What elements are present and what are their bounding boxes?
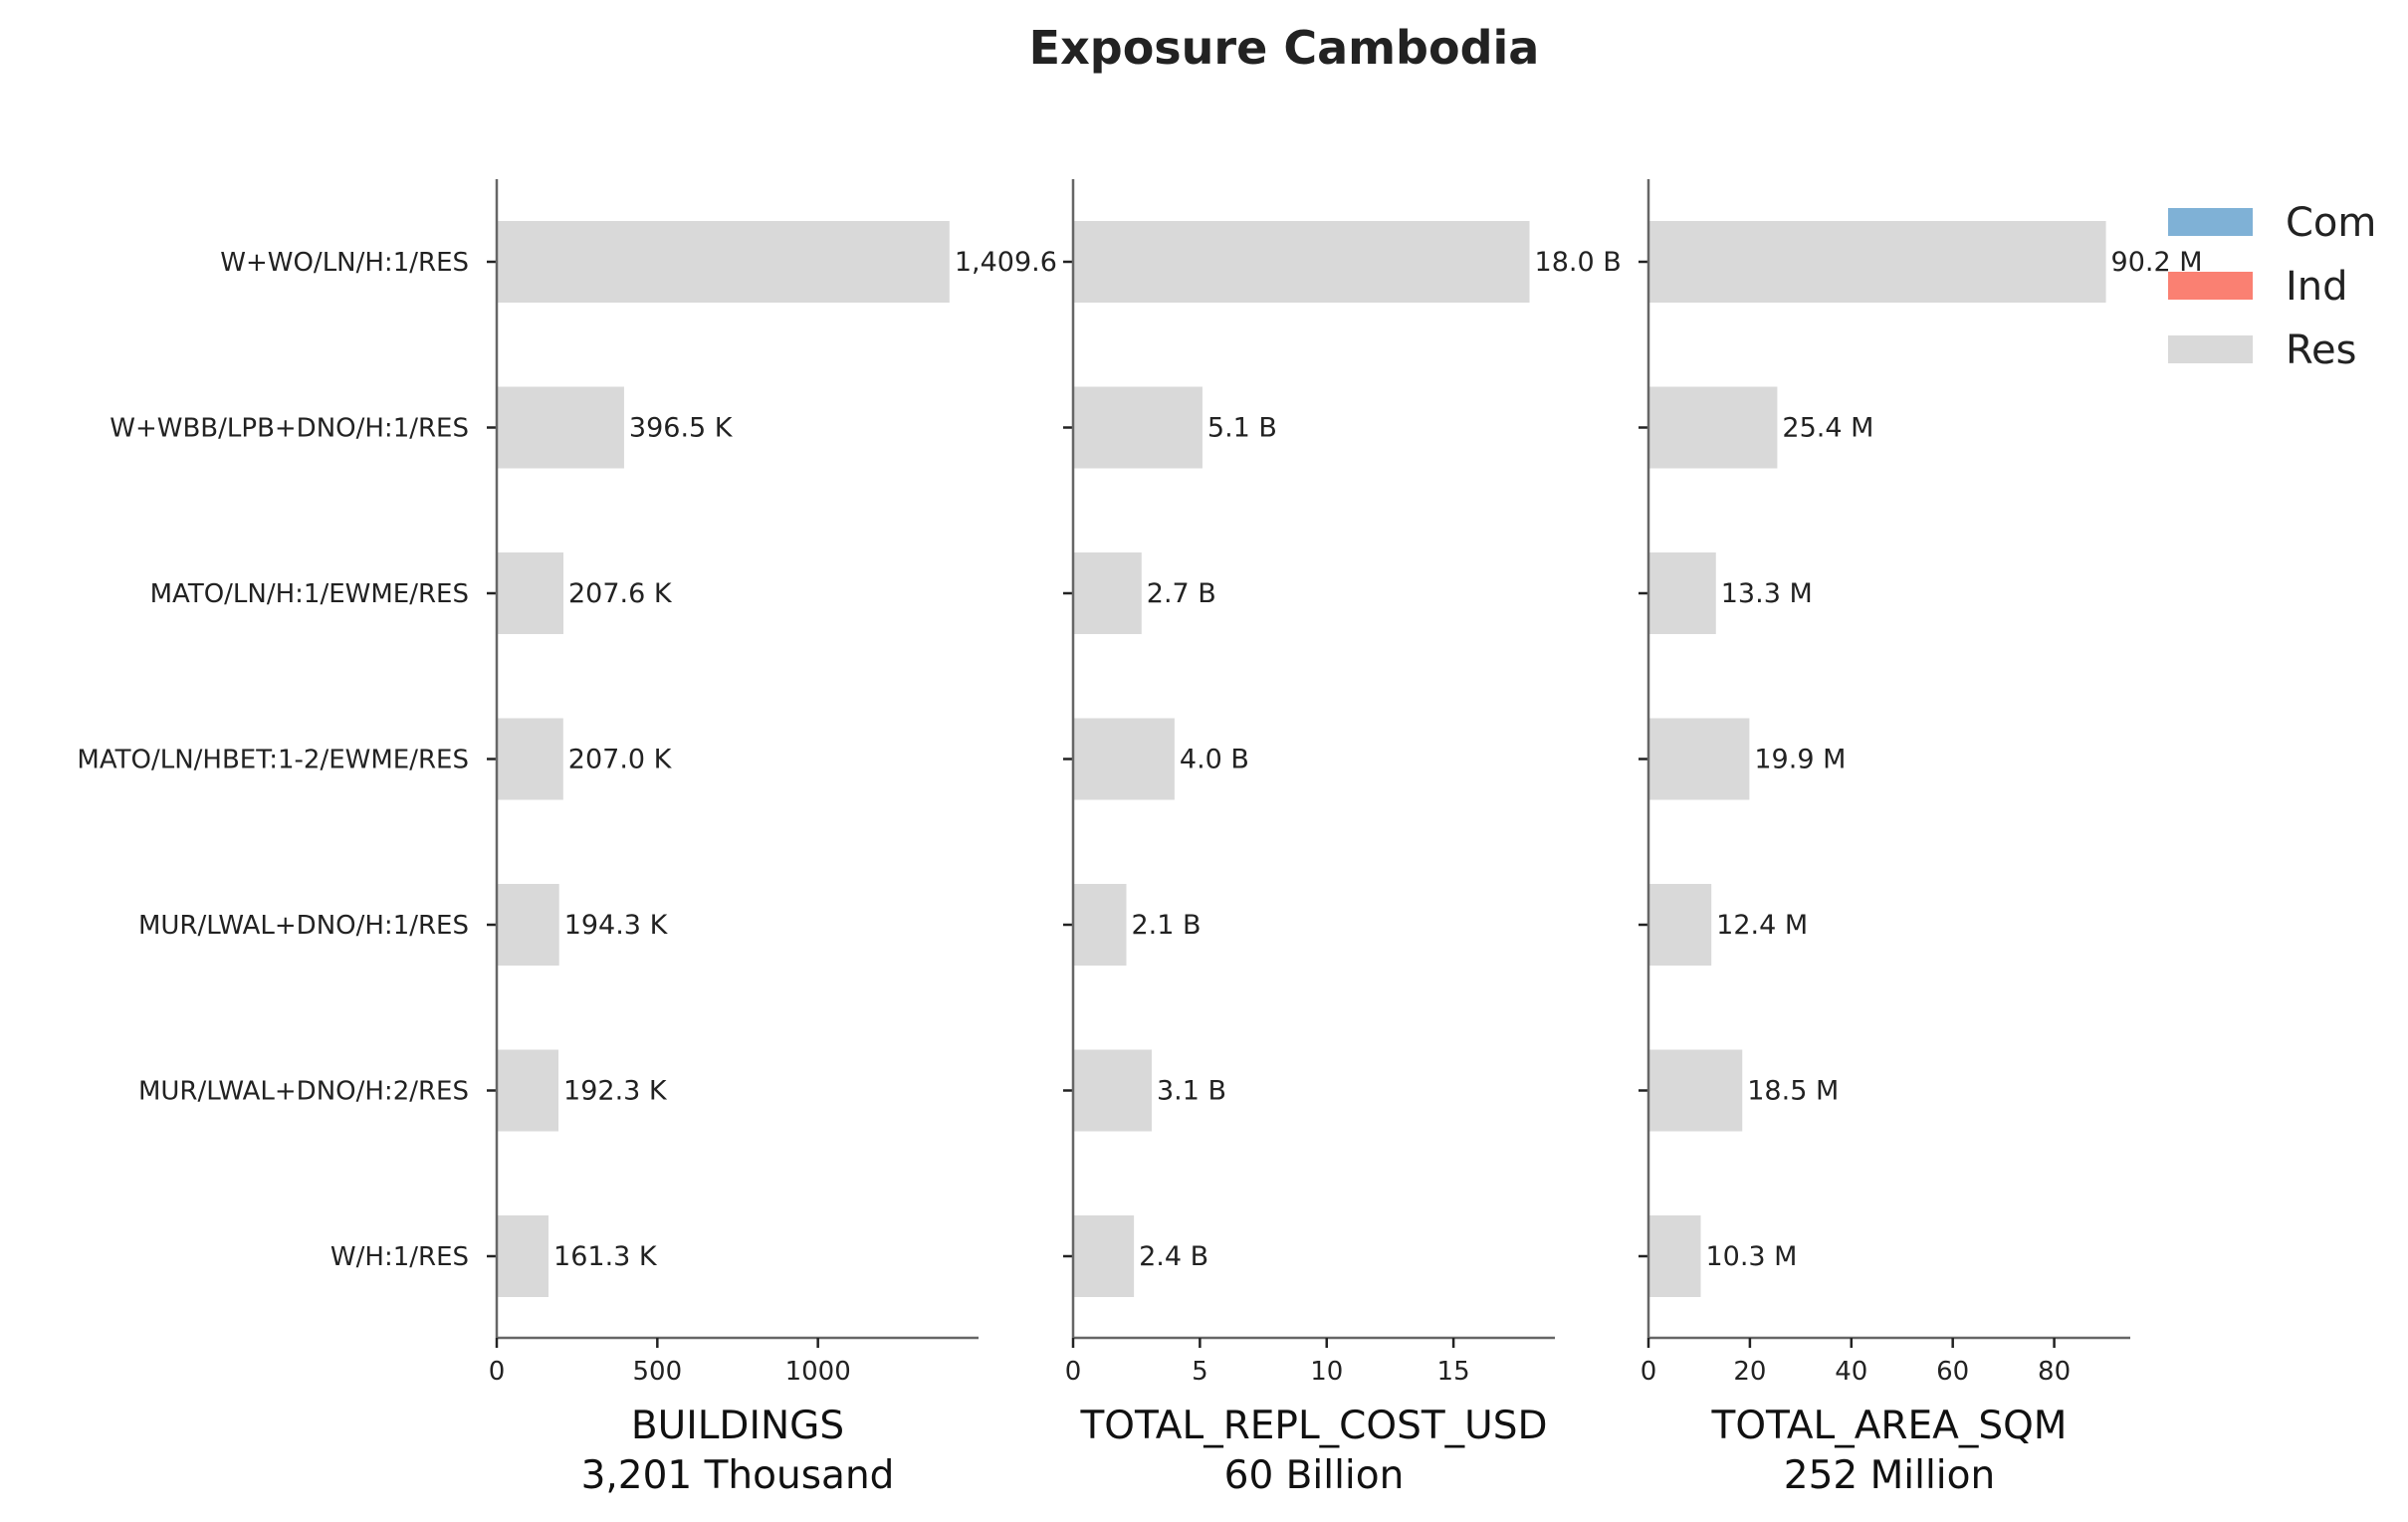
- legend-label: Res: [2286, 327, 2356, 373]
- panel-2: 18.0 B 5.1 B 2.7 B 4.0 B 2.1 B 3.1 B 2.4 B 0 5 10…: [1063, 179, 1622, 1498]
- category-label: W+WBB/LPB+DNO/H:1/RES: [109, 414, 469, 444]
- category-label: MUR/LWAL+DNO/H:1/RES: [138, 911, 469, 941]
- bar: [497, 552, 563, 634]
- bar: [1648, 1049, 1743, 1132]
- data-label: 192.3 K: [563, 1076, 668, 1107]
- legend-label: Ind: [2286, 264, 2348, 310]
- data-label: 25.4 M: [1782, 413, 1873, 444]
- bar: [1648, 1215, 1701, 1297]
- panel-3: 90.2 M25.4 M13.3 M19.9 M12.4 M18.5 M10.3…: [1639, 179, 2203, 1498]
- x-tick-label: 0: [489, 1357, 506, 1387]
- legend-label: Com: [2286, 200, 2376, 246]
- bar: [1648, 718, 1750, 800]
- x-axis-title: BUILDINGS: [631, 1404, 844, 1448]
- bar: [1648, 221, 2106, 303]
- legend: Com Ind Res: [2168, 200, 2376, 373]
- legend-swatch-res: [2168, 335, 2253, 363]
- category-label: W/H:1/RES: [330, 1242, 469, 1272]
- category-label: MUR/LWAL+DNO/H:2/RES: [138, 1077, 469, 1107]
- data-label: 10.3 M: [1705, 1241, 1797, 1272]
- category-label: MATO/LN/H:1/EWME/RES: [150, 579, 469, 609]
- x-tick-label: 5: [1192, 1357, 1208, 1387]
- bar: [1073, 1049, 1152, 1132]
- data-label: 1,409.6: [955, 247, 1057, 278]
- data-label: 3.1 B: [1157, 1076, 1226, 1107]
- bar: [1073, 221, 1530, 303]
- legend-swatch-com: [2168, 208, 2253, 236]
- data-label: 396.5 K: [629, 413, 734, 444]
- data-label: 194.3 K: [564, 910, 669, 941]
- data-label: 5.1 B: [1207, 413, 1277, 444]
- bar: [1073, 718, 1175, 800]
- bar: [497, 1215, 549, 1297]
- category-label: MATO/LN/HBET:1-2/EWME/RES: [77, 746, 469, 775]
- data-label: 18.0 B: [1535, 247, 1622, 278]
- data-label: 207.6 K: [568, 578, 673, 609]
- x-axis-subtitle: 3,201 Thousand: [581, 1453, 895, 1498]
- data-label: 2.7 B: [1147, 578, 1216, 609]
- data-label: 161.3 K: [553, 1241, 658, 1272]
- bar: [497, 386, 624, 469]
- x-tick-label: 40: [1835, 1357, 1867, 1387]
- bar: [497, 221, 950, 303]
- bar: [1073, 884, 1127, 966]
- x-tick-label: 1000: [785, 1357, 851, 1387]
- x-tick-label: 0: [1065, 1357, 1082, 1387]
- data-label: 18.5 M: [1747, 1076, 1839, 1107]
- x-tick-label: 20: [1733, 1357, 1766, 1387]
- bar: [1073, 1215, 1135, 1297]
- data-label: 4.0 B: [1180, 745, 1249, 775]
- bar: [1648, 884, 1712, 966]
- data-label: 13.3 M: [1721, 578, 1813, 609]
- bar: [497, 1049, 559, 1132]
- bar: [1073, 386, 1203, 469]
- data-label: 12.4 M: [1716, 910, 1808, 941]
- x-tick-label: 80: [2038, 1357, 2071, 1387]
- bar: [497, 718, 563, 800]
- bar: [497, 884, 559, 966]
- bar: [1648, 386, 1778, 469]
- x-tick-label: 500: [633, 1357, 683, 1387]
- x-axis-title: TOTAL_AREA_SQM: [1711, 1404, 2068, 1448]
- panel-1: 1,409.6 W+WO/LN/H:1/RES 396.5 K W+WBB/LPB+D…: [77, 179, 1057, 1498]
- x-tick-label: 10: [1310, 1357, 1343, 1387]
- data-label: 2.1 B: [1131, 910, 1201, 941]
- bar: [1073, 552, 1142, 634]
- x-tick-label: 60: [1936, 1357, 1969, 1387]
- category-label: W+WO/LN/H:1/RES: [220, 248, 469, 278]
- x-axis-subtitle: 60 Billion: [1224, 1453, 1405, 1498]
- data-label: 2.4 B: [1139, 1241, 1208, 1272]
- bar: [1648, 552, 1716, 634]
- x-axis-title: TOTAL_REPL_COST_USD: [1079, 1404, 1547, 1448]
- x-tick-label: 15: [1437, 1357, 1470, 1387]
- x-axis-subtitle: 252 Million: [1784, 1453, 1995, 1498]
- x-tick-label: 0: [1641, 1357, 1657, 1387]
- chart-title: Exposure Cambodia: [1029, 21, 1540, 75]
- data-label: 207.0 K: [568, 745, 673, 775]
- legend-swatch-ind: [2168, 272, 2253, 300]
- data-label: 19.9 M: [1754, 745, 1846, 775]
